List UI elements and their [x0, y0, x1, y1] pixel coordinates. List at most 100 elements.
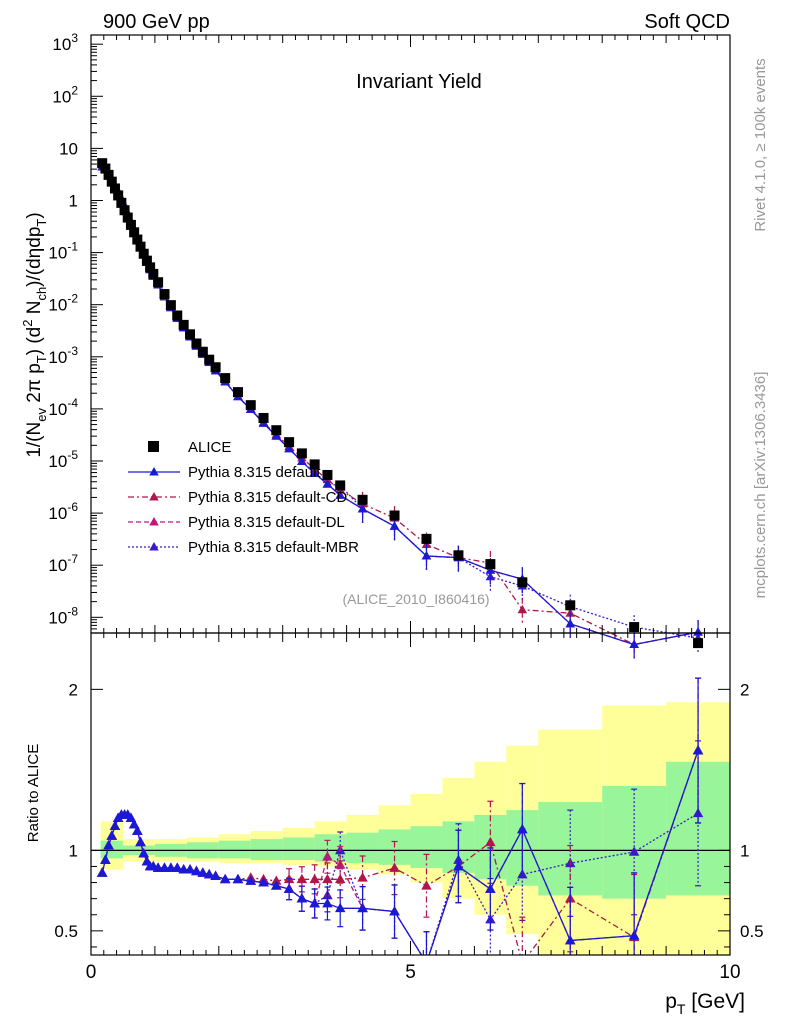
- header-left: 900 GeV pp: [103, 11, 210, 33]
- ratio-point: [357, 902, 368, 913]
- data-point: [565, 618, 575, 628]
- legend-label: Pythia 8.315 default-MBR: [188, 539, 359, 556]
- ratio-point: [172, 862, 183, 872]
- ratio-point: [138, 848, 149, 858]
- data-point: [322, 479, 333, 488]
- x-tick-label: 0: [86, 962, 97, 983]
- ratio-point: [296, 893, 308, 903]
- legend-marker: [149, 492, 159, 501]
- ratio-point: [132, 825, 143, 835]
- ratio-point: [283, 883, 295, 893]
- series-pythia-8-315-default-cd: [97, 161, 703, 659]
- legend: ALICE Pythia 8.315 default Pythia 8.315 de…: [128, 439, 359, 556]
- ratio-point: [135, 836, 146, 847]
- ratio-point: [322, 851, 333, 861]
- legend-label: Pythia 8.315 default: [188, 464, 321, 481]
- legend-entry: Pythia 8.315 default-CD: [128, 489, 347, 506]
- ratio-point: [421, 958, 431, 967]
- series-pythia-8-315-default-mbr: [97, 161, 703, 653]
- uncertainty-band-green: [410, 826, 443, 869]
- y-tick-label: 10-6: [48, 500, 78, 523]
- rivet-label: Rivet 4.1.0, ≥ 100k events: [752, 58, 769, 231]
- y-tick-label: 102: [52, 83, 78, 106]
- data-point: [122, 212, 133, 223]
- ratio-point: [421, 880, 432, 890]
- ratio-point: [210, 870, 221, 880]
- ratio-y-axis-label: Ratio to ALICE: [25, 744, 42, 842]
- ratio-point: [389, 862, 400, 872]
- main-plot: 10-8 10-7 10-6 10-5 10-4 10-3 10-2 10-1 1 10 102 10…: [48, 31, 731, 659]
- y-tick-label: 10-1: [48, 240, 78, 263]
- ratio-point: [197, 867, 209, 877]
- ratio-point: [485, 836, 496, 847]
- series-pythia-8-315-default-dl: [97, 161, 703, 659]
- ratio-y-tick-label-left: 2: [69, 680, 78, 699]
- data-point: [185, 329, 196, 340]
- ratio-point: [184, 864, 196, 874]
- data-point: [357, 503, 368, 513]
- legend-entry: Pythia 8.315 default: [128, 464, 321, 481]
- ratio-point: [191, 865, 202, 876]
- legend-entry: Pythia 8.315 default-DL: [128, 514, 345, 531]
- ratio-point: [517, 958, 527, 967]
- ratio-point: [125, 812, 137, 822]
- legend-marker: [149, 517, 159, 526]
- data-point: [145, 262, 156, 273]
- data-point: [389, 521, 400, 530]
- data-point: [517, 604, 528, 614]
- data-point: [309, 459, 320, 470]
- y-tick-label: 10-8: [48, 604, 78, 627]
- y-tick-label: 10-5: [48, 448, 78, 471]
- x-tick-label: 5: [405, 962, 416, 983]
- legend-label: Pythia 8.315 default-CD: [188, 489, 347, 506]
- ratio-point: [628, 846, 640, 856]
- data-point: [322, 469, 333, 480]
- ratio-point: [334, 873, 346, 884]
- data-point: [485, 565, 496, 574]
- series-line: [101, 166, 699, 646]
- ratio-point: [258, 877, 269, 887]
- data-point: [271, 425, 282, 436]
- ratio-point: [453, 860, 464, 871]
- data-point: [629, 622, 640, 633]
- mcplots-label: mcplots.cern.ch [arXiv:1306.3436]: [752, 372, 769, 599]
- ratio-point: [485, 883, 496, 893]
- ratio-point: [96, 867, 108, 877]
- data-point: [693, 627, 703, 636]
- data-point: [335, 480, 346, 491]
- uncertainty-band-green: [250, 839, 283, 861]
- data-point: [210, 362, 221, 373]
- data-point: [106, 176, 117, 187]
- data-point: [258, 412, 269, 423]
- x-axis-label: pT [GeV]: [665, 990, 745, 1017]
- data-point: [693, 638, 704, 649]
- ratio-series-pythia-8-315-default: [96, 677, 704, 967]
- series-alice: [97, 158, 704, 649]
- legend-marker: [149, 542, 159, 551]
- data-point: [125, 219, 136, 230]
- y-label-text: 1/(Nev 2π pT) (d2 Nch)/(dηdpT): [20, 212, 49, 457]
- data-point: [159, 289, 170, 300]
- legend-entry: Pythia 8.315 default-MBR: [128, 539, 359, 556]
- data-point: [297, 456, 307, 465]
- ratio-y-tick-label-right: 0.5: [740, 922, 764, 941]
- ratio-point: [106, 830, 117, 840]
- ratio-point: [322, 873, 333, 884]
- legend-marker: [148, 441, 159, 452]
- data-point: [135, 241, 146, 252]
- data-point: [232, 387, 243, 398]
- data-point: [335, 490, 345, 499]
- data-point: [172, 310, 183, 321]
- series-line: [101, 166, 699, 646]
- data-point: [629, 639, 639, 649]
- data-point: [453, 550, 464, 561]
- ratio-point: [322, 897, 333, 908]
- data-point: [178, 319, 189, 330]
- ratio-point: [100, 854, 111, 864]
- data-point: [97, 158, 108, 169]
- data-point: [119, 205, 130, 216]
- ratio-point: [357, 872, 368, 882]
- data-point: [565, 600, 576, 611]
- ratio-point: [565, 935, 576, 945]
